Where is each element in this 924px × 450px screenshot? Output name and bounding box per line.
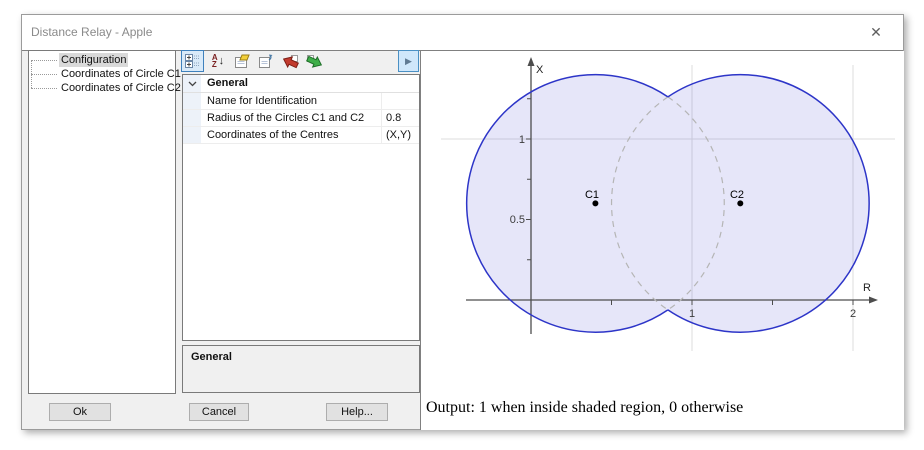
import-red-arrow-button[interactable] [280, 50, 300, 72]
property-grid: General Name for Identification Radius o… [182, 74, 420, 341]
circles-plot: X R 1 0.5 1 2 C1 C2 [441, 57, 895, 351]
point-label-c2: C2 [730, 189, 744, 201]
tree-item-circle-c2[interactable]: Coordinates of Circle C2 [29, 81, 181, 95]
close-icon[interactable]: ✕ [870, 24, 882, 40]
property-description-box: General [182, 345, 420, 393]
point-label-c1: C1 [585, 189, 599, 201]
description-title: General [191, 351, 232, 363]
vertical-axis-label: X [536, 64, 544, 76]
categorized-view-icon [185, 54, 200, 68]
property-value-field[interactable] [381, 93, 419, 109]
property-pages-button[interactable] [232, 50, 252, 72]
settings-sheet-button[interactable] [256, 50, 276, 72]
horizontal-axis-label: R [863, 282, 871, 294]
x-tick-label-1: 1 [689, 308, 695, 320]
circle-outlines [465, 73, 870, 333]
export-arrow-green-icon [305, 54, 322, 68]
category-name: General [207, 77, 248, 89]
tree-item-configuration[interactable]: Configuration [29, 53, 175, 67]
property-name: Radius of the Circles C1 and C2 [207, 112, 365, 124]
tree-stub [31, 74, 57, 75]
tree-stub [31, 88, 57, 89]
x-tick-label-2: 2 [850, 308, 856, 320]
category-row-general[interactable]: General [183, 75, 419, 93]
expand-panel-arrow-button[interactable]: ▶ [398, 50, 419, 72]
category-gutter [183, 75, 201, 92]
y-tick-label-05: 0.5 [510, 214, 525, 226]
property-name: Name for Identification [207, 95, 318, 107]
point-c2 [737, 200, 744, 207]
import-arrow-red-icon [282, 54, 299, 68]
property-row-name[interactable]: Name for Identification [183, 93, 419, 110]
tree-stub [31, 60, 57, 61]
settings-sheet-icon [259, 54, 273, 68]
distance-relay-dialog: Distance Relay - Apple ✕ Configuration C… [21, 14, 904, 430]
property-name: Coordinates of the Centres [207, 129, 339, 141]
dashed-overlap-arcs [611, 96, 725, 311]
x-axis-arrowhead [869, 296, 878, 304]
help-button[interactable]: Help... [326, 403, 388, 421]
row-gutter [183, 93, 201, 109]
tick-marks [526, 98, 854, 305]
shaded-union-region [466, 74, 870, 333]
property-row-radius[interactable]: Radius of the Circles C1 and C2 0.8 [183, 110, 419, 127]
graph-panel: X R 1 0.5 1 2 C1 C2 Output: 1 when insid… [420, 51, 904, 430]
vertical-axis-arrowhead [527, 57, 535, 66]
tree-item-label[interactable]: Coordinates of Circle C1 [61, 68, 181, 80]
configuration-tree: Configuration Coordinates of Circle C1 C… [28, 50, 181, 394]
tree-item-label[interactable]: Configuration [59, 53, 129, 67]
ok-button[interactable]: Ok [49, 403, 111, 421]
title-bar: Distance Relay - Apple ✕ [22, 15, 903, 51]
row-gutter [183, 110, 201, 126]
row-gutter [183, 127, 201, 143]
tree-item-label[interactable]: Coordinates of Circle C2 [61, 82, 181, 94]
categorized-view-button[interactable] [181, 50, 204, 72]
axes [466, 64, 871, 334]
tree-item-circle-c1[interactable]: Coordinates of Circle C1 [29, 67, 181, 81]
property-pages-icon [235, 54, 250, 68]
property-row-coordinates[interactable]: Coordinates of the Centres (X,Y) [183, 127, 419, 144]
export-green-arrow-button[interactable] [304, 50, 324, 72]
cancel-button[interactable]: Cancel [189, 403, 249, 421]
window-title: Distance Relay - Apple [31, 25, 153, 39]
point-c1 [592, 200, 599, 207]
plot-caption: Output: 1 when inside shaded region, 0 o… [426, 399, 744, 416]
expand-panel-arrow-icon: ▶ [405, 55, 412, 66]
property-value-field[interactable]: (X,Y) [381, 127, 419, 143]
y-tick-label-1: 1 [519, 134, 525, 146]
collapse-chevron-icon [188, 81, 196, 86]
property-value-field[interactable]: 0.8 [381, 110, 419, 126]
